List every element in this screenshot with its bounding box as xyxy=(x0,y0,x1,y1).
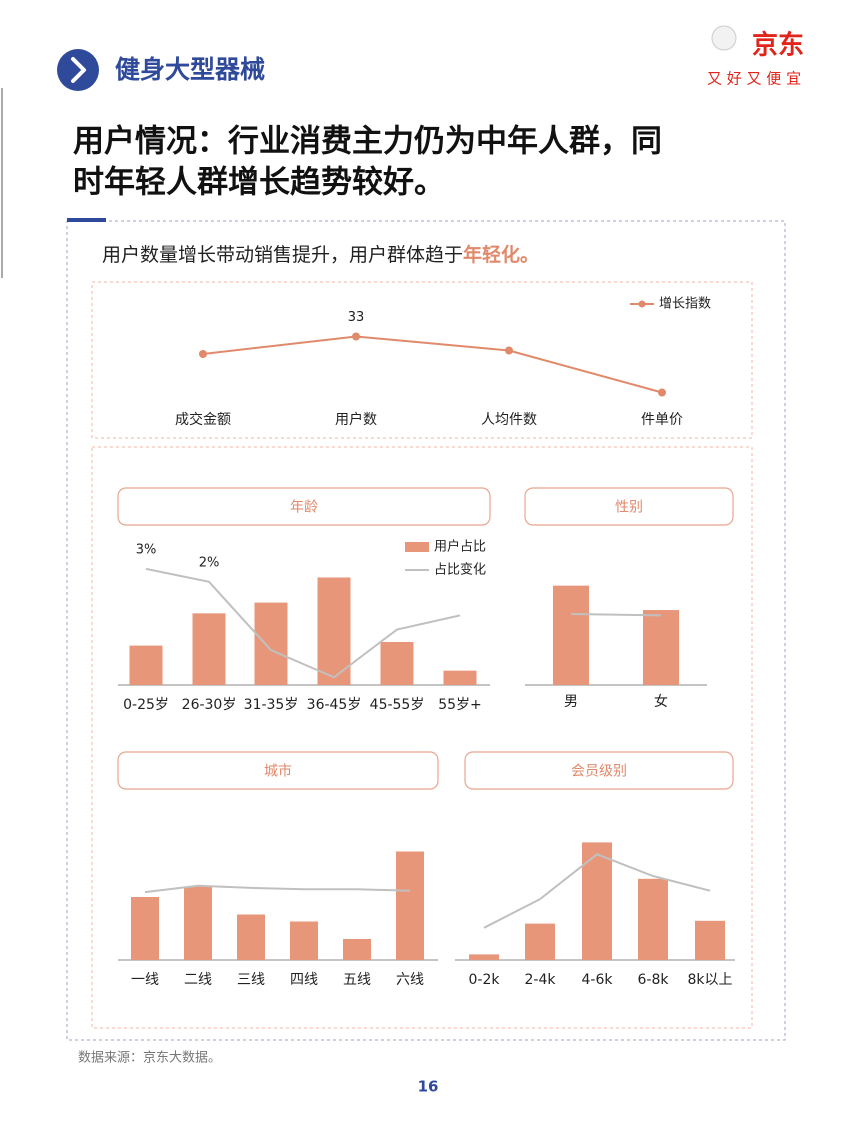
bar xyxy=(237,914,265,960)
chart-title-box xyxy=(117,751,439,790)
page-number: 16 xyxy=(418,1078,439,1096)
bar xyxy=(396,851,424,960)
x-tick-label: 女 xyxy=(654,693,668,710)
line-point xyxy=(658,388,666,397)
x-tick-label: 件单价 xyxy=(641,412,683,428)
bar xyxy=(192,613,226,685)
bar xyxy=(129,645,163,685)
chart-title: 会员级别 xyxy=(571,764,627,780)
logo-slogan: 又 好 又 便 宜 xyxy=(707,70,801,88)
x-tick-label: 五线 xyxy=(343,972,371,988)
x-tick-label: 二线 xyxy=(184,972,212,988)
bar xyxy=(443,670,477,685)
x-tick-label: 用户数 xyxy=(335,411,377,428)
x-tick-label: 55岁+ xyxy=(438,697,482,713)
x-tick-label: 45-55岁 xyxy=(370,697,425,713)
bar xyxy=(343,939,371,960)
line-series xyxy=(145,567,461,679)
x-tick-label: 8k以上 xyxy=(687,972,732,988)
data-label: 2% xyxy=(199,555,220,570)
x-tick-label: 31-35岁 xyxy=(244,697,299,713)
bar xyxy=(254,602,288,685)
bar xyxy=(638,878,668,960)
x-tick-label: 26-30岁 xyxy=(182,697,237,713)
bar xyxy=(290,921,318,960)
bar xyxy=(525,923,555,960)
chart-title-box xyxy=(524,487,734,526)
line-series xyxy=(202,335,663,394)
chart-title: 性别 xyxy=(615,500,643,516)
source: 数据来源：京东大数据。 xyxy=(78,1051,221,1066)
data-label: 3% xyxy=(136,542,157,557)
bar xyxy=(184,886,212,960)
x-tick-label: 0-2k xyxy=(469,972,501,988)
logo: 京东 又 好 又 便 宜 xyxy=(707,25,804,88)
bar xyxy=(695,920,725,960)
panel xyxy=(91,281,753,439)
x-tick-label: 成交金额 xyxy=(175,411,231,428)
x-tick-label: 6-8k xyxy=(638,972,670,988)
x-tick-label: 六线 xyxy=(396,972,424,988)
legend-label: 增长指数 xyxy=(659,297,711,312)
x-tick-label: 人均件数 xyxy=(481,412,537,428)
bar xyxy=(317,577,351,685)
subtitle: 用户数量增长带动销售提升，用户群体趋于年轻化。 xyxy=(102,243,539,266)
page-title: 用户情况：行业消费主力仍为中年人群，同 xyxy=(73,124,662,160)
logo-mascot xyxy=(711,25,737,51)
line-point xyxy=(352,332,360,341)
chart-title: 城市 xyxy=(264,763,292,780)
logo-brand: 京东 xyxy=(752,30,804,61)
legend-label: 用户占比 xyxy=(434,539,486,555)
content-frame xyxy=(66,220,786,1041)
line-series xyxy=(483,853,711,929)
chart-title: 年龄 xyxy=(290,500,318,516)
x-tick-label: 4-6k xyxy=(582,972,614,988)
page-title: 时年轻人群增长趋势较好。 xyxy=(73,165,445,201)
subtitle-highlight: 年轻化。 xyxy=(463,243,539,266)
line-point xyxy=(505,346,513,355)
x-tick-label: 一线 xyxy=(131,972,159,988)
line-point xyxy=(199,350,207,358)
line-series xyxy=(570,613,662,617)
x-tick-label: 2-4k xyxy=(525,972,557,988)
bar xyxy=(380,642,414,685)
section-title: 健身大型器械 xyxy=(115,55,265,84)
bar xyxy=(469,954,499,960)
panel xyxy=(91,446,753,1029)
chart-title-box xyxy=(464,751,734,790)
bar xyxy=(643,610,679,685)
x-tick-label: 四线 xyxy=(290,972,318,988)
x-tick-label: 三线 xyxy=(237,972,265,988)
legend-swatch xyxy=(638,300,646,308)
data-label: 33 xyxy=(348,310,365,325)
bar xyxy=(582,842,612,960)
x-tick-label: 男 xyxy=(564,694,578,710)
chart-title-box xyxy=(117,487,491,526)
x-tick-label: 0-25岁 xyxy=(123,697,169,713)
arrow-icon xyxy=(71,57,86,83)
x-tick-label: 36-45岁 xyxy=(307,697,362,713)
legend-swatch xyxy=(405,542,429,552)
section-icon xyxy=(57,49,99,91)
line-series xyxy=(144,884,411,894)
subtitle-text: 用户数量增长带动销售提升，用户群体趋于 xyxy=(102,244,463,266)
bar xyxy=(553,585,589,685)
bar xyxy=(131,897,159,960)
legend-label: 占比变化 xyxy=(434,562,486,578)
